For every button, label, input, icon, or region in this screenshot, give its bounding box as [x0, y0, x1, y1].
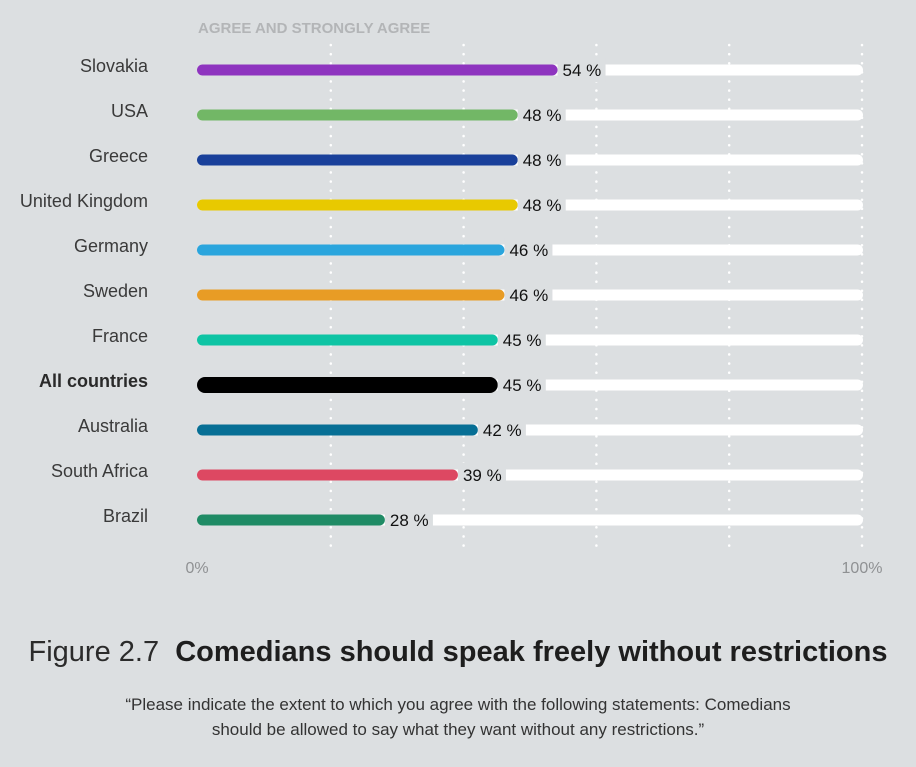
bar-germany	[197, 244, 505, 256]
value-label: 54 %	[563, 61, 602, 80]
figure-subtitle-line-2: should be allowed to say what they want …	[211, 720, 705, 739]
bar-all-countries	[197, 377, 498, 393]
value-label: 45 %	[503, 376, 542, 395]
category-label: South Africa	[51, 461, 149, 481]
value-label: 28 %	[390, 511, 429, 530]
category-label: Australia	[78, 416, 149, 436]
bar-slovakia	[197, 64, 558, 76]
chart-header: AGREE AND STRONGLY AGREE	[198, 20, 430, 37]
value-label-bg	[477, 418, 526, 442]
category-label: Brazil	[103, 506, 148, 526]
bars-group: 54 % Slovakia 48 % USA 48 % Greece 48 % United …	[20, 56, 863, 532]
value-label: 48 %	[523, 106, 562, 125]
figure-title: Figure 2.7 Comedians should speak freely…	[0, 634, 916, 670]
value-label-bg	[457, 463, 506, 487]
category-label: USA	[111, 101, 148, 121]
x-tick-label-0: 0%	[185, 560, 208, 577]
value-label: 42 %	[483, 421, 522, 440]
value-label-bg	[384, 508, 433, 532]
category-label: All countries	[39, 371, 148, 391]
value-label-bg	[497, 373, 546, 397]
value-label-bg	[557, 58, 606, 82]
category-label: Sweden	[83, 281, 148, 301]
bar-united-kingdom	[197, 199, 518, 211]
bar-south-africa	[197, 469, 458, 481]
figure-subtitle-line-1: “Please indicate the extent to which you…	[125, 695, 791, 714]
value-label: 46 %	[509, 241, 548, 260]
bar-sweden	[197, 289, 505, 301]
value-label-bg	[504, 283, 553, 307]
category-label: Germany	[74, 236, 148, 256]
figure-title-text: Comedians should speak freely without re…	[175, 636, 888, 668]
bar-chart: AGREE AND STRONGLY AGREE 54 % Slovakia 48 …	[20, 20, 883, 577]
figure-number: Figure 2.7	[28, 636, 160, 668]
bar-france	[197, 334, 498, 346]
bar-australia	[197, 424, 478, 436]
value-label: 46 %	[509, 286, 548, 305]
category-label: Slovakia	[80, 56, 149, 76]
category-label: France	[92, 326, 148, 346]
x-tick-label-100: 100%	[842, 560, 883, 577]
bar-greece	[197, 154, 518, 166]
value-label: 48 %	[523, 196, 562, 215]
value-label-bg	[517, 103, 566, 127]
bar-usa	[197, 109, 518, 121]
value-label-bg	[504, 238, 553, 262]
value-label: 39 %	[463, 466, 502, 485]
value-label-bg	[497, 328, 546, 352]
value-label: 48 %	[523, 151, 562, 170]
value-label: 45 %	[503, 331, 542, 350]
category-label: United Kingdom	[20, 191, 148, 211]
figure-subtitle: “Please indicate the extent to which you…	[0, 692, 916, 742]
bar-brazil	[197, 514, 385, 526]
category-label: Greece	[89, 146, 148, 166]
value-label-bg	[517, 193, 566, 217]
value-label-bg	[517, 148, 566, 172]
